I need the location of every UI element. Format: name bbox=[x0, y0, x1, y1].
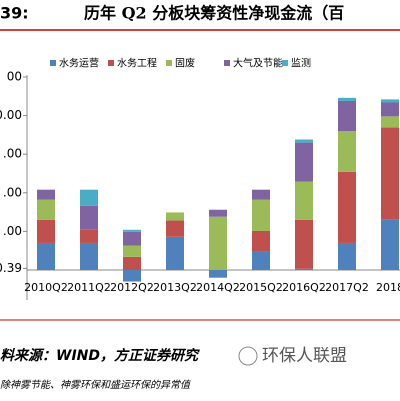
legend-swatch bbox=[166, 60, 172, 66]
y-tick-label: .00 bbox=[3, 185, 22, 199]
bar-segment bbox=[37, 199, 55, 220]
bar-segment bbox=[123, 229, 141, 232]
bar-segment bbox=[381, 219, 399, 270]
legend-swatch bbox=[282, 60, 288, 66]
bar-segment bbox=[381, 116, 399, 128]
x-tick-label: 2014Q2 bbox=[196, 281, 240, 294]
bar-segment bbox=[381, 102, 399, 117]
y-tick-label: 0.00 bbox=[0, 108, 22, 122]
x-tick-label: 2017Q2 bbox=[325, 281, 369, 294]
bar-segment bbox=[37, 219, 55, 243]
bar-segment bbox=[123, 231, 141, 246]
bar-segment bbox=[252, 230, 270, 252]
bar-segment bbox=[123, 256, 141, 270]
bar-segment bbox=[252, 189, 270, 200]
legend-label: 水务运营 bbox=[59, 57, 99, 70]
figure-label: 39: bbox=[0, 4, 29, 23]
x-tick-label: 2011Q2 bbox=[67, 281, 111, 294]
y-tick-label: .00 bbox=[3, 147, 22, 161]
x-tick-label: 2018 bbox=[376, 281, 400, 294]
x-tick-label: 2012Q2 bbox=[110, 281, 154, 294]
bar-segment bbox=[123, 245, 141, 257]
bar-segment bbox=[209, 216, 227, 270]
bar-segment bbox=[252, 251, 270, 270]
bar-segment bbox=[338, 100, 356, 132]
chart-title: 历年 Q2 分板块筹资性净现金流（百 bbox=[84, 4, 344, 23]
bar-segment bbox=[381, 99, 399, 103]
legend-label: 水务工程 bbox=[117, 57, 157, 70]
bar-segment bbox=[80, 242, 98, 270]
x-tick-label: 2016Q2 bbox=[282, 281, 326, 294]
bar-segment bbox=[295, 181, 313, 220]
x-tick-label: 2013Q2 bbox=[153, 281, 197, 294]
legend-label: 大气及节能 bbox=[233, 57, 283, 70]
bar-segment bbox=[252, 199, 270, 231]
y-tick-label: 0.39 bbox=[0, 261, 22, 275]
bar-segment bbox=[166, 236, 184, 270]
bar-segment bbox=[295, 219, 313, 269]
bar-segment bbox=[338, 97, 356, 101]
y-tick-label: 00 bbox=[7, 70, 22, 84]
bar-segment bbox=[37, 189, 55, 200]
source: 料来源：WIND，方正证券研究 bbox=[0, 347, 200, 364]
watermark-icon bbox=[238, 346, 258, 366]
bar-segment bbox=[166, 220, 184, 237]
bar-segment bbox=[338, 131, 356, 172]
bar-segment bbox=[166, 212, 184, 221]
bar-segment bbox=[381, 127, 399, 220]
bar-segment bbox=[338, 171, 356, 243]
bar-segment bbox=[209, 209, 227, 217]
bar-segment bbox=[338, 242, 356, 270]
bar-segment bbox=[80, 205, 98, 230]
x-tick-label: 2010Q2 bbox=[24, 281, 68, 294]
bar-segment bbox=[295, 142, 313, 182]
legend-label: 监测 bbox=[291, 57, 311, 70]
legend-label: 固废 bbox=[175, 57, 195, 70]
legend-swatch bbox=[108, 60, 114, 66]
legend-swatch bbox=[224, 60, 230, 66]
x-tick-label: 2015Q2 bbox=[239, 281, 283, 294]
bar-segment bbox=[80, 229, 98, 243]
bar-segment bbox=[123, 269, 141, 282]
y-tick-label: .00 bbox=[3, 224, 22, 238]
bar-segment bbox=[37, 242, 55, 270]
watermark: 环保人联盟 bbox=[262, 346, 347, 366]
note: 除神雾节能、神雾环保和盛运环保的异常值 bbox=[0, 379, 192, 391]
bar-segment bbox=[295, 139, 313, 143]
bar-segment bbox=[209, 269, 227, 278]
legend-swatch bbox=[50, 60, 56, 66]
bar-segment bbox=[295, 268, 313, 270]
bar-segment bbox=[80, 189, 98, 206]
